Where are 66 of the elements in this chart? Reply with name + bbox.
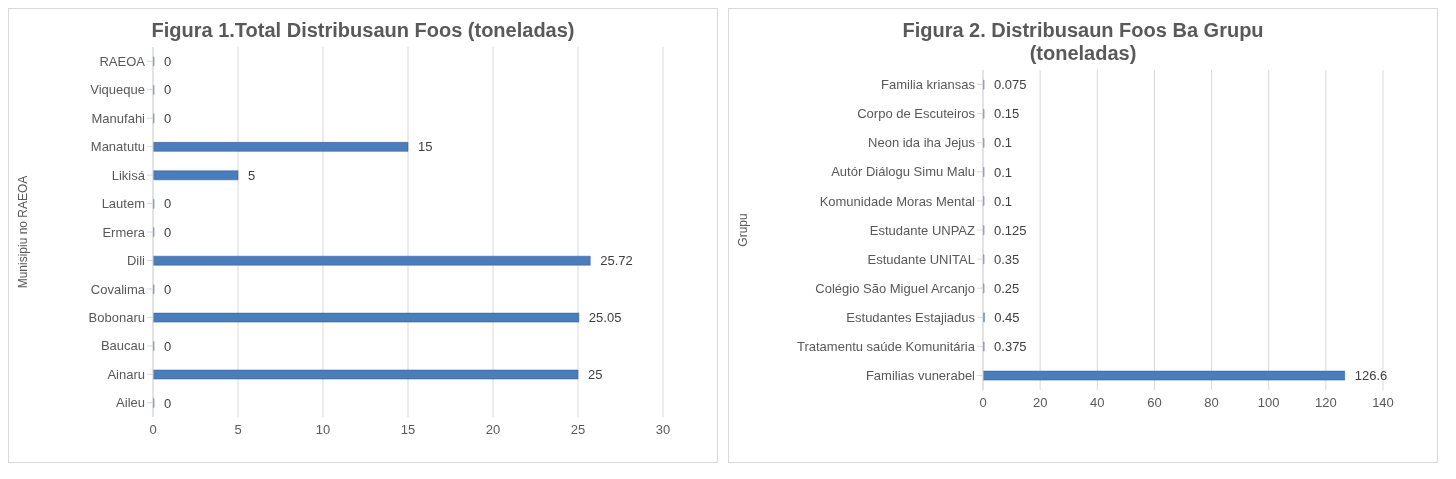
data-label: 0 (164, 224, 172, 240)
x-tick-label: 40 (1090, 395, 1105, 411)
data-label: 5 (248, 167, 256, 183)
data-label: 0.35 (994, 251, 1020, 267)
y-tick-label: Lautem (101, 196, 145, 212)
y-axis-title: Munisipiu no RAEOA (16, 175, 31, 289)
y-tick-label: Estudante UNITAL (867, 251, 975, 267)
y-tick-label: Neon ida iha Jejus (868, 135, 976, 151)
data-label: 0.1 (994, 164, 1013, 180)
data-label: 15 (418, 139, 433, 155)
data-label: 0.125 (994, 222, 1027, 238)
data-label: 0 (164, 54, 172, 70)
y-axis-title: Grupu (736, 213, 751, 247)
data-label: 25.72 (600, 253, 633, 269)
y-tick-label: Tratamentu saúde Komunitária (796, 338, 976, 354)
y-tick-label: Ainaru (107, 366, 145, 382)
y-tick-label: Dili (126, 253, 146, 269)
y-tick-label: Autór Diálogu Simu Malu (831, 164, 975, 180)
data-label: 0.25 (994, 280, 1020, 296)
x-tick-label: 80 (1204, 395, 1219, 411)
y-tick-label: Estudantes Estajiadus (846, 309, 976, 325)
y-tick-label: Familia kriansas (881, 77, 976, 93)
data-label: 0.375 (994, 339, 1027, 355)
x-tick-label: 100 (1257, 395, 1280, 411)
x-tick-label: 30 (655, 422, 671, 438)
y-tick-label: Baucau (100, 338, 145, 354)
y-tick-label: Likisá (111, 167, 146, 183)
y-tick-label: Estudante UNPAZ (869, 222, 976, 238)
y-tick-label: Manatutu (90, 139, 145, 155)
x-tick-label: 5 (234, 422, 242, 438)
data-label: 0 (164, 110, 172, 126)
data-label: 0.15 (994, 106, 1020, 122)
y-tick-label: Familias vunerabel (865, 368, 976, 384)
data-label: 0 (164, 281, 172, 297)
x-tick-label: 25 (570, 422, 586, 438)
chart-title: Figura 1.Total Distribusaun Foos (toneladas) (150, 19, 576, 42)
x-tick-label: 0 (149, 422, 157, 438)
y-tick-label: Covalima (90, 281, 146, 297)
y-tick-label: Bobonaru (88, 310, 145, 325)
y-tick-label: Komunidade Moras Mental (819, 193, 976, 209)
data-label: 0 (164, 82, 172, 98)
x-tick-label: 120 (1315, 395, 1337, 411)
data-label: 0.1 (994, 193, 1013, 209)
y-tick-label: Aileu (116, 395, 145, 411)
data-label: 0.1 (994, 135, 1013, 151)
y-tick-label: Manufahi (91, 110, 146, 126)
chart-title: Figura 2. Distribusaun Foos Ba Grupu (toneladas) (901, 19, 1265, 65)
data-label: 25.05 (588, 310, 622, 326)
y-tick-label: RAEOA (99, 53, 146, 69)
y-tick-label: Viqueque (90, 82, 145, 98)
data-label: 0 (164, 196, 172, 212)
x-tick-label: 20 (485, 422, 501, 438)
x-tick-label: 60 (1147, 395, 1162, 411)
x-tick-label: 10 (315, 422, 331, 438)
y-tick-label: Colégio São Miguel Arcanjo (815, 280, 975, 296)
data-label: 0 (164, 338, 172, 354)
data-label: 25 (588, 367, 603, 383)
data-label: 0.45 (994, 309, 1020, 325)
y-tick-label: Corpo de Escuteiros (857, 106, 976, 122)
x-tick-label: 140 (1372, 395, 1394, 411)
x-tick-label: 0 (979, 395, 987, 411)
x-tick-label: 20 (1032, 395, 1048, 411)
x-tick-label: 15 (400, 422, 416, 438)
data-label: 126.6 (1354, 368, 1388, 384)
y-tick-label: Ermera (102, 224, 146, 240)
data-label: 0.075 (994, 77, 1027, 93)
